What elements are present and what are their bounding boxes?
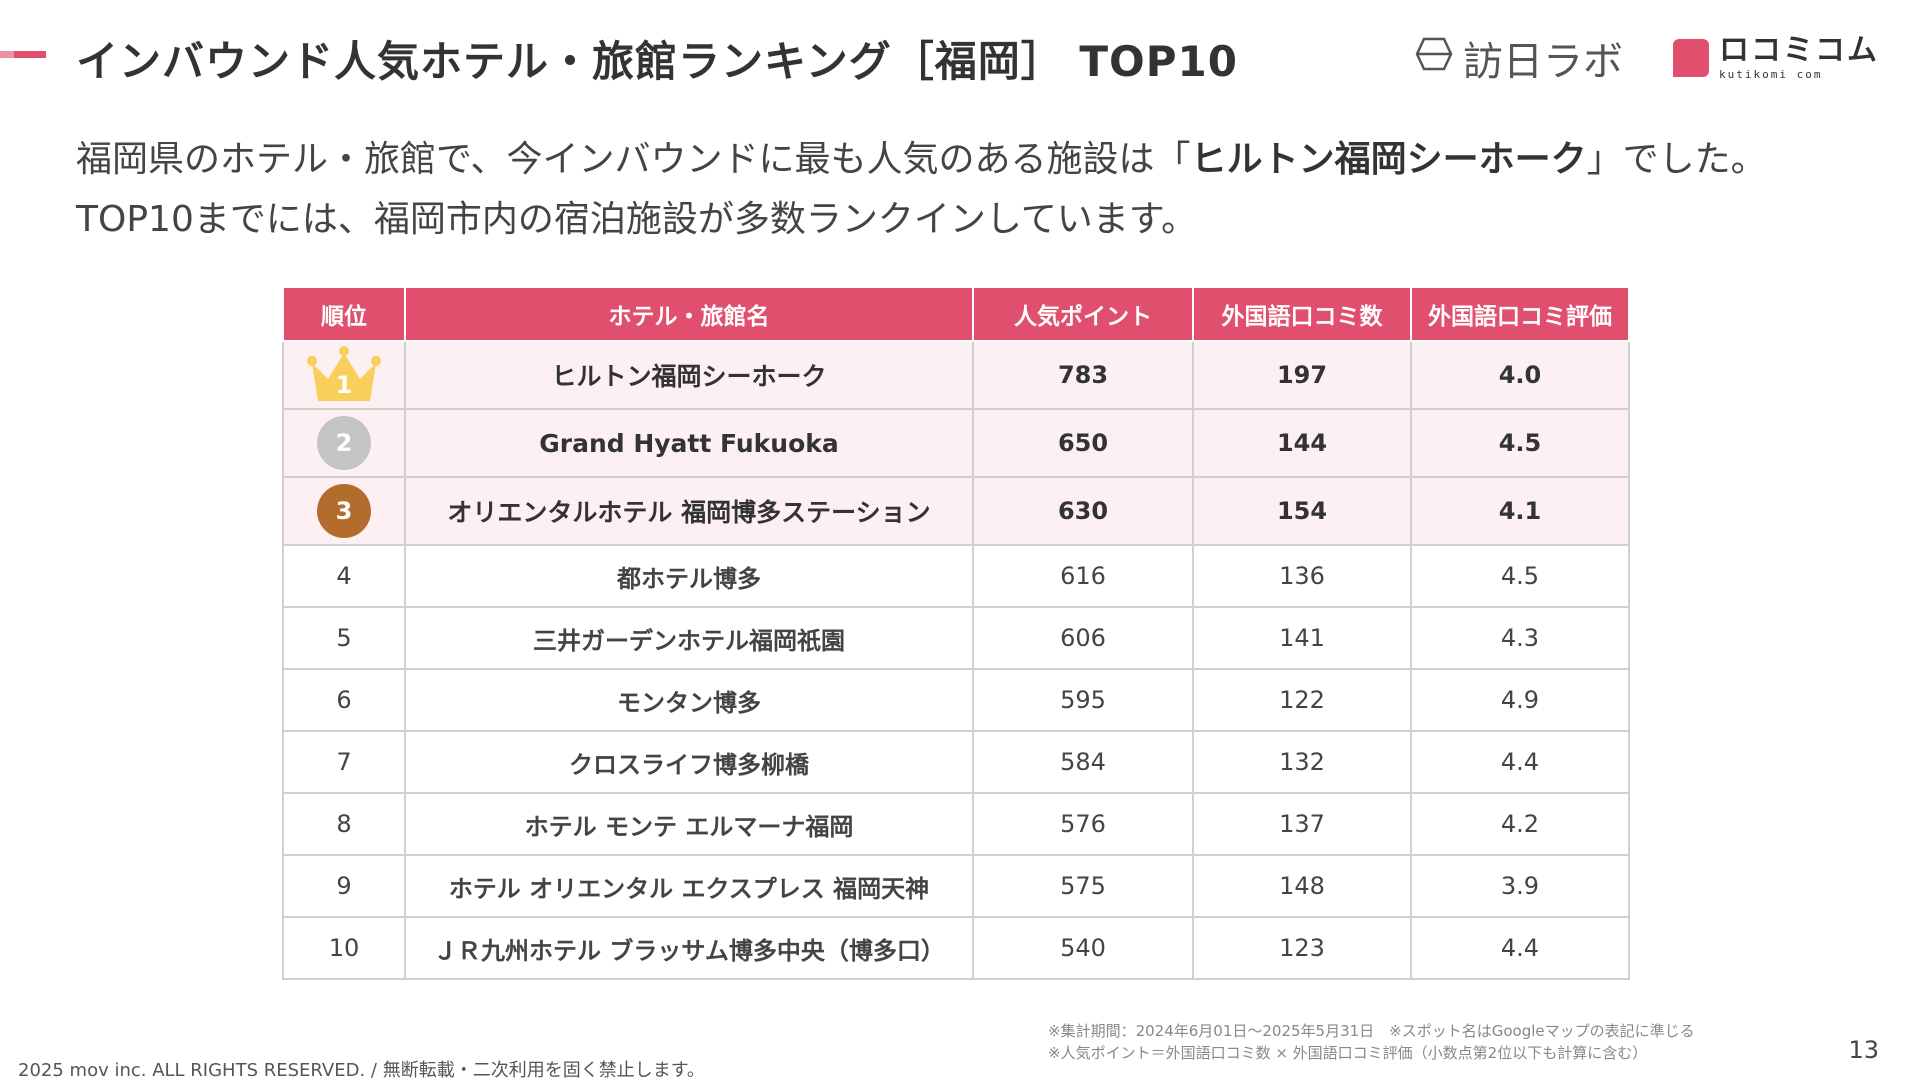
kuchikomi-logo-subtext: kutikomi com <box>1719 68 1823 81</box>
table-row: 5 三井ガーデンホテル福岡祇園 606 141 4.3 <box>282 606 1630 670</box>
review-count-value: 123 <box>1192 916 1412 980</box>
points-value: 576 <box>972 792 1194 856</box>
kuchikomi-logo-text: ロコミコム <box>1719 33 1879 68</box>
points-value: 616 <box>972 544 1194 608</box>
rank-cell: 4 <box>282 544 406 608</box>
footnote-line-1: ※集計期間：2024年6月01日〜2025年5月31日 ※スポット名はGoogl… <box>1048 1022 1695 1040</box>
review-rating-value: 3.9 <box>1410 854 1630 918</box>
points-value: 595 <box>972 668 1194 732</box>
review-count-value: 141 <box>1192 606 1412 670</box>
rank-cell: 7 <box>282 730 406 794</box>
table-row: 3 オリエンタルホテル 福岡博多ステーション 630 154 4.1 <box>282 476 1630 546</box>
lead-line-2: TOP10までには、福岡市内の宿泊施設が多数ランクインしています。 <box>76 199 1198 240</box>
header-rank: 順位 <box>282 286 406 342</box>
ranking-table: 順位 ホテル・旅館名 人気ポイント 外国語口コミ数 外国語口コミ評価 1 ヒ <box>282 286 1630 980</box>
hotel-name: オリエンタルホテル 福岡博多ステーション <box>404 476 974 546</box>
review-count-value: 136 <box>1192 544 1412 608</box>
table-row: 6 モンタン博多 595 122 4.9 <box>282 668 1630 732</box>
lead-text: 福岡県のホテル・旅館で、今インバウンドに最も人気のある施設は「ヒルトン福岡シーホ… <box>76 130 1876 250</box>
rank-cell: 3 <box>282 476 406 546</box>
review-count-value: 137 <box>1192 792 1412 856</box>
rank-number: 1 <box>335 371 353 399</box>
header-review-rating: 外国語口コミ評価 <box>1410 286 1630 342</box>
review-rating-value: 4.3 <box>1410 606 1630 670</box>
footnotes: ※集計期間：2024年6月01日〜2025年5月31日 ※スポット名はGoogl… <box>1048 1020 1695 1064</box>
hotel-name: ヒルトン福岡シーホーク <box>404 340 974 410</box>
rank-cell: 8 <box>282 792 406 856</box>
kuchikomi-logo-icon <box>1673 39 1709 77</box>
table-row: 4 都ホテル博多 616 136 4.5 <box>282 544 1630 608</box>
hotel-name: 都ホテル博多 <box>404 544 974 608</box>
houlab-logo: 訪日ラボ <box>1415 29 1623 87</box>
points-value: 650 <box>972 408 1194 478</box>
table-row: 7 クロスライフ博多柳橋 584 132 4.4 <box>282 730 1630 794</box>
page-number: 13 <box>1848 1036 1879 1064</box>
review-count-value: 144 <box>1192 408 1412 478</box>
review-rating-value: 4.5 <box>1410 544 1630 608</box>
review-rating-value: 4.4 <box>1410 730 1630 794</box>
footnote-line-2: ※人気ポイント＝外国語口コミ数 × 外国語口コミ評価（小数点第2位以下も計算に含… <box>1048 1044 1648 1062</box>
review-count-value: 148 <box>1192 854 1412 918</box>
review-rating-value: 4.5 <box>1410 408 1630 478</box>
copyright-text: 2025 mov inc. ALL RIGHTS RESERVED. / 無断転… <box>18 1060 705 1081</box>
hotel-name: Grand Hyatt Fukuoka <box>404 408 974 478</box>
logo-area: 訪日ラボ ロコミコム kutikomi com <box>1415 29 1879 87</box>
silver-medal-icon: 2 <box>317 416 371 470</box>
kuchikomi-logo: ロコミコム kutikomi com <box>1673 36 1879 80</box>
review-count-value: 132 <box>1192 730 1412 794</box>
rank-cell: 2 <box>282 408 406 478</box>
points-value: 584 <box>972 730 1194 794</box>
header-points: 人気ポイント <box>972 286 1194 342</box>
hotel-name: ホテル オリエンタル エクスプレス 福岡天神 <box>404 854 974 918</box>
table-row: 1 ヒルトン福岡シーホーク 783 197 4.0 <box>282 340 1630 410</box>
header-name: ホテル・旅館名 <box>404 286 974 342</box>
review-rating-value: 4.0 <box>1410 340 1630 410</box>
rank-cell: 1 <box>282 340 406 410</box>
points-value: 783 <box>972 340 1194 410</box>
review-count-value: 197 <box>1192 340 1412 410</box>
title-accent-bar <box>0 51 46 58</box>
hotel-name: クロスライフ博多柳橋 <box>404 730 974 794</box>
rank-cell: 6 <box>282 668 406 732</box>
gold-crown-icon: 1 <box>304 345 384 405</box>
table-row: 2 Grand Hyatt Fukuoka 650 144 4.5 <box>282 408 1630 478</box>
table-row: 9 ホテル オリエンタル エクスプレス 福岡天神 575 148 3.9 <box>282 854 1630 918</box>
table-row: 10 ＪＲ九州ホテル ブラッサム博多中央（博多口） 540 123 4.4 <box>282 916 1630 980</box>
rank-cell: 10 <box>282 916 406 980</box>
hotel-name: 三井ガーデンホテル福岡祇園 <box>404 606 974 670</box>
hotel-name: モンタン博多 <box>404 668 974 732</box>
points-value: 606 <box>972 606 1194 670</box>
houlab-logo-icon <box>1415 35 1453 81</box>
points-value: 630 <box>972 476 1194 546</box>
review-rating-value: 4.1 <box>1410 476 1630 546</box>
houlab-logo-text: 訪日ラボ <box>1463 39 1623 85</box>
review-rating-value: 4.4 <box>1410 916 1630 980</box>
header-review-count: 外国語口コミ数 <box>1192 286 1412 342</box>
hotel-name: ホテル モンテ エルマーナ福岡 <box>404 792 974 856</box>
points-value: 575 <box>972 854 1194 918</box>
bronze-medal-icon: 3 <box>317 484 371 538</box>
lead-line-1: 福岡県のホテル・旅館で、今インバウンドに最も人気のある施設は「ヒルトン福岡シーホ… <box>76 139 1767 180</box>
points-value: 540 <box>972 916 1194 980</box>
review-rating-value: 4.9 <box>1410 668 1630 732</box>
hotel-name: ＪＲ九州ホテル ブラッサム博多中央（博多口） <box>404 916 974 980</box>
review-count-value: 122 <box>1192 668 1412 732</box>
table-header-row: 順位 ホテル・旅館名 人気ポイント 外国語口コミ数 外国語口コミ評価 <box>282 286 1630 342</box>
rank-cell: 9 <box>282 854 406 918</box>
rank-cell: 5 <box>282 606 406 670</box>
table-row: 8 ホテル モンテ エルマーナ福岡 576 137 4.2 <box>282 792 1630 856</box>
page-title: インバウンド人気ホテル・旅館ランキング［福岡］ TOP10 <box>76 37 1238 86</box>
review-rating-value: 4.2 <box>1410 792 1630 856</box>
review-count-value: 154 <box>1192 476 1412 546</box>
lead-highlight: ヒルトン福岡シーホーク <box>1190 139 1587 180</box>
